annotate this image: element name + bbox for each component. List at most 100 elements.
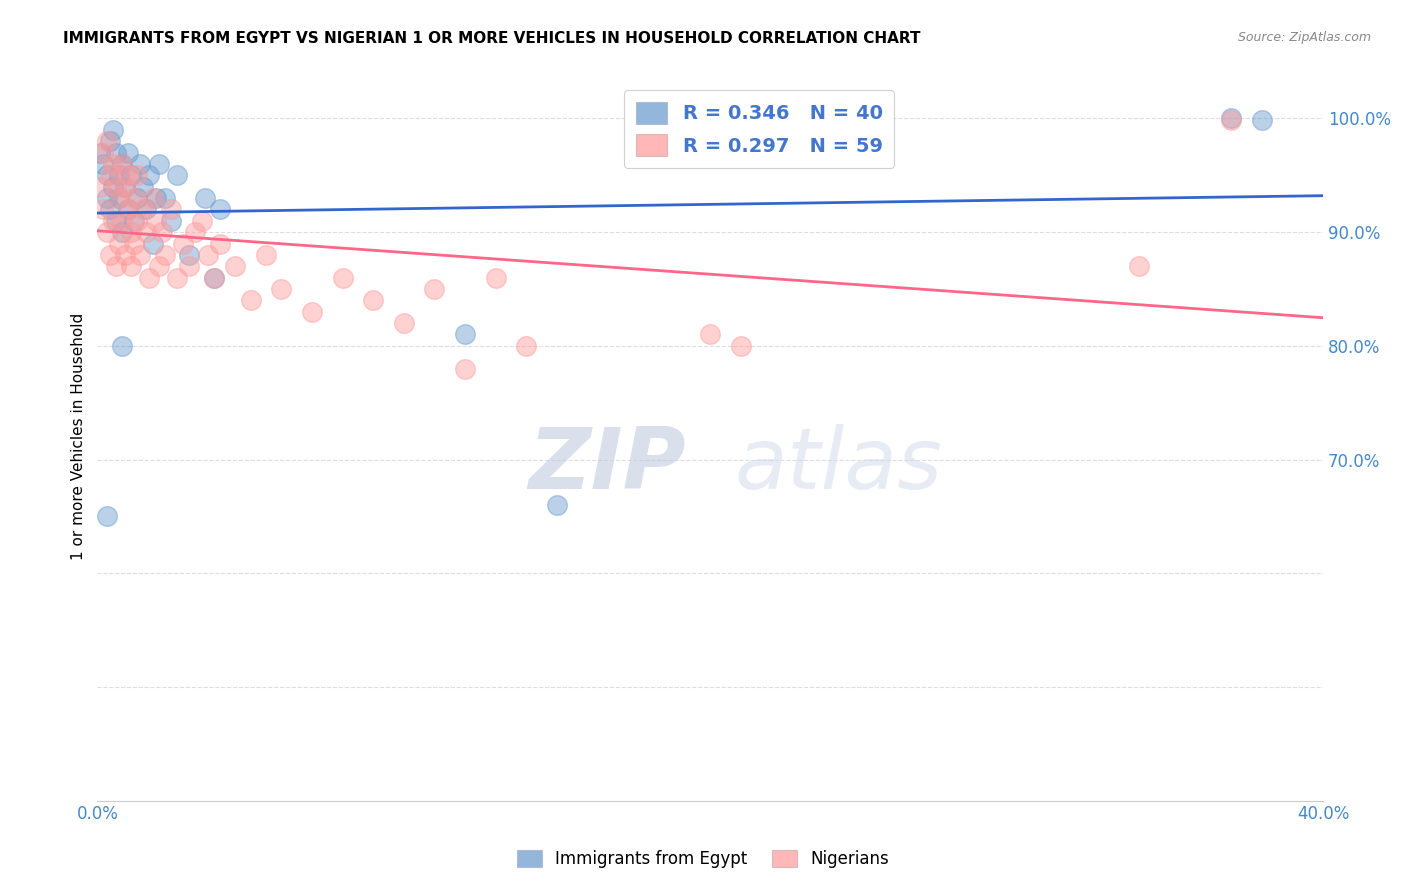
Point xyxy=(117,169,139,183)
Point xyxy=(101,123,124,137)
Point xyxy=(1128,259,1150,273)
Point xyxy=(546,498,568,512)
Point xyxy=(150,225,173,239)
Point xyxy=(132,202,155,217)
Point xyxy=(454,327,477,342)
Y-axis label: 1 or more Vehicles in Household: 1 or more Vehicles in Household xyxy=(72,313,86,560)
Point xyxy=(96,509,118,524)
Point xyxy=(98,134,121,148)
Point xyxy=(107,191,129,205)
Point xyxy=(96,169,118,183)
Point xyxy=(104,179,127,194)
Text: Source: ZipAtlas.com: Source: ZipAtlas.com xyxy=(1237,31,1371,45)
Point xyxy=(301,304,323,318)
Point xyxy=(127,214,149,228)
Point xyxy=(89,145,111,160)
Point xyxy=(141,191,163,205)
Point xyxy=(98,202,121,217)
Point xyxy=(111,157,134,171)
Point xyxy=(93,157,115,171)
Point xyxy=(138,169,160,183)
Legend: Immigrants from Egypt, Nigerians: Immigrants from Egypt, Nigerians xyxy=(510,843,896,875)
Point xyxy=(104,145,127,160)
Point xyxy=(111,225,134,239)
Point xyxy=(699,327,721,342)
Point xyxy=(208,202,231,217)
Point xyxy=(172,236,194,251)
Point xyxy=(93,202,115,217)
Point xyxy=(117,145,139,160)
Point xyxy=(270,282,292,296)
Point xyxy=(107,169,129,183)
Point xyxy=(98,169,121,183)
Point xyxy=(107,236,129,251)
Point xyxy=(96,191,118,205)
Point xyxy=(104,259,127,273)
Point xyxy=(120,225,142,239)
Point xyxy=(148,259,170,273)
Point xyxy=(197,248,219,262)
Point xyxy=(114,248,136,262)
Point xyxy=(111,339,134,353)
Point xyxy=(96,225,118,239)
Point xyxy=(190,214,212,228)
Point xyxy=(153,191,176,205)
Point xyxy=(127,169,149,183)
Point xyxy=(101,157,124,171)
Point xyxy=(361,293,384,308)
Point xyxy=(122,236,145,251)
Point xyxy=(122,191,145,205)
Point xyxy=(107,191,129,205)
Point xyxy=(98,248,121,262)
Point xyxy=(104,214,127,228)
Point xyxy=(145,191,167,205)
Point xyxy=(111,214,134,228)
Point xyxy=(160,214,183,228)
Point xyxy=(122,214,145,228)
Point xyxy=(485,270,508,285)
Point xyxy=(129,157,152,171)
Point xyxy=(89,179,111,194)
Point xyxy=(202,270,225,285)
Point xyxy=(1250,112,1272,127)
Point xyxy=(148,157,170,171)
Point xyxy=(101,214,124,228)
Text: atlas: atlas xyxy=(735,425,943,508)
Point xyxy=(117,202,139,217)
Point xyxy=(129,248,152,262)
Point xyxy=(135,225,157,239)
Point xyxy=(93,145,115,160)
Point xyxy=(117,202,139,217)
Point xyxy=(135,202,157,217)
Text: IMMIGRANTS FROM EGYPT VS NIGERIAN 1 OR MORE VEHICLES IN HOUSEHOLD CORRELATION CH: IMMIGRANTS FROM EGYPT VS NIGERIAN 1 OR M… xyxy=(63,31,921,46)
Point xyxy=(120,259,142,273)
Legend: R = 0.346   N = 40, R = 0.297   N = 59: R = 0.346 N = 40, R = 0.297 N = 59 xyxy=(624,90,894,168)
Point xyxy=(184,225,207,239)
Point xyxy=(1220,112,1243,127)
Point xyxy=(202,270,225,285)
Point xyxy=(166,169,188,183)
Point xyxy=(120,169,142,183)
Point xyxy=(145,214,167,228)
Point xyxy=(141,236,163,251)
Point xyxy=(392,316,415,330)
Point xyxy=(96,134,118,148)
Point xyxy=(1220,112,1243,126)
Point xyxy=(114,179,136,194)
Point xyxy=(127,191,149,205)
Point xyxy=(160,202,183,217)
Point xyxy=(730,339,752,353)
Point xyxy=(153,248,176,262)
Point xyxy=(179,259,201,273)
Point xyxy=(423,282,446,296)
Point xyxy=(515,339,537,353)
Point xyxy=(208,236,231,251)
Point xyxy=(132,179,155,194)
Point xyxy=(332,270,354,285)
Point xyxy=(454,361,477,376)
Point xyxy=(114,179,136,194)
Point xyxy=(138,270,160,285)
Point xyxy=(254,248,277,262)
Point xyxy=(101,179,124,194)
Point xyxy=(239,293,262,308)
